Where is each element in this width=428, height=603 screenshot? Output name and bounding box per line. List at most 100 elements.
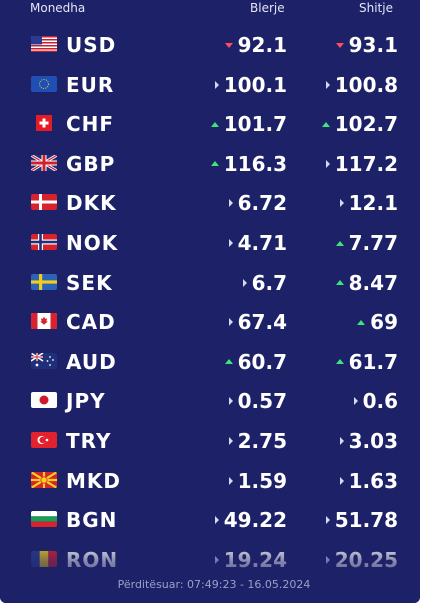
header-buy: Blerje [250, 1, 285, 15]
scrollbar[interactable] [420, 0, 428, 603]
trend-down-icon [224, 42, 233, 48]
se-flag-icon [31, 273, 57, 290]
buy-rate: 19.24 [214, 547, 287, 572]
currency-row-aud: AUD 60.7 61.7 [0, 341, 420, 381]
currency-row-dkk: DKK 6.72 12.1 [0, 182, 420, 222]
sell-rate-value: 102.7 [334, 112, 398, 137]
buy-rate-value: 116.3 [223, 151, 287, 176]
trend-up-icon [321, 121, 330, 127]
trend-same-icon [325, 159, 330, 168]
buy-rate-value: 6.72 [237, 191, 287, 216]
buy-rate-value: 49.22 [223, 508, 287, 533]
currency-row-ron: RON 19.24 20.25 [0, 539, 420, 579]
buy-rate: 49.22 [214, 508, 287, 533]
trend-up-icon [210, 161, 219, 167]
buy-rate-value: 67.4 [237, 310, 287, 335]
dk-flag-icon [31, 194, 57, 211]
last-updated-text: Përditësuar: 07:49:23 - 16.05.2024 [117, 578, 311, 591]
trend-same-icon [228, 199, 233, 208]
sell-rate-value: 20.25 [334, 547, 398, 572]
sell-rate: 61.7 [335, 350, 398, 374]
trend-up-icon [335, 280, 344, 286]
currency-code: AUD [66, 349, 117, 374]
header-sell: Shitje [359, 1, 393, 15]
buy-rate: 100.1 [214, 72, 287, 97]
trend-same-icon [339, 476, 344, 485]
currency-code: USD [66, 33, 117, 57]
buy-rate: 4.71 [228, 231, 287, 255]
ro-flag-icon [31, 550, 57, 567]
buy-rate: 6.7 [242, 271, 287, 295]
sell-rate: 69 [357, 310, 398, 334]
sell-rate-value: 117.2 [334, 151, 398, 176]
trend-same-icon [325, 516, 330, 525]
currency-row-jpy: JPY 0.57 0.6 [0, 380, 420, 420]
currency-code: EUR [66, 72, 115, 97]
currency-row-usd: USD 92.1 93.1 [0, 24, 420, 64]
buy-rate: 0.57 [228, 389, 287, 413]
currency-code: TRY [66, 429, 112, 453]
currency-code: BGN [66, 508, 118, 533]
currency-row-gbp: GBP 116.3 117.2 [0, 143, 420, 183]
currency-code: JPY [66, 389, 106, 414]
trend-same-icon [339, 199, 344, 208]
table-header: Monedha Blerje Shitje [0, 0, 420, 20]
sell-rate: 8.47 [335, 271, 398, 295]
sell-rate-value: 69 [370, 310, 398, 335]
bg-flag-icon [31, 511, 57, 528]
sell-rate-value: 3.03 [348, 429, 398, 453]
trend-same-icon [242, 278, 247, 287]
currency-row-chf: CHF 101.7 102.7 [0, 103, 420, 143]
sell-rate: 51.78 [325, 508, 398, 533]
buy-rate: 6.72 [228, 191, 287, 216]
sell-rate-value: 93.1 [348, 33, 398, 57]
buy-rate: 67.4 [228, 310, 287, 335]
currency-row-sek: SEK 6.7 8.47 [0, 262, 420, 302]
ca-flag-icon [31, 313, 57, 330]
trend-down-icon [335, 42, 344, 48]
currency-row-eur: EUR 100.1 100.8 [0, 64, 420, 104]
buy-rate-value: 19.24 [223, 547, 287, 572]
buy-rate: 92.1 [224, 33, 287, 57]
sell-rate: 20.25 [325, 547, 398, 572]
trend-up-icon [210, 121, 219, 127]
buy-rate-value: 60.7 [237, 349, 287, 374]
trend-up-icon [335, 359, 344, 365]
us-flag-icon [31, 36, 57, 52]
trend-same-icon [214, 80, 219, 89]
sell-rate: 3.03 [339, 429, 398, 453]
buy-rate-value: 4.71 [237, 231, 287, 255]
trend-same-icon [353, 397, 358, 406]
currency-code: NOK [66, 231, 119, 255]
buy-rate-value: 2.75 [237, 429, 287, 453]
sell-rate: 102.7 [321, 112, 398, 137]
trend-same-icon [214, 555, 219, 564]
buy-rate-value: 101.7 [223, 112, 287, 137]
sell-rate-value: 100.8 [334, 72, 398, 97]
tr-flag-icon [31, 432, 57, 448]
currency-code: SEK [66, 270, 113, 295]
currency-row-mkd: MKD 1.59 1.63 [0, 460, 420, 500]
buy-rate-value: 100.1 [223, 72, 287, 97]
no-flag-icon [31, 234, 57, 250]
gb-flag-icon [31, 154, 57, 171]
buy-rate: 116.3 [210, 151, 287, 176]
currency-code: GBP [66, 151, 116, 176]
sell-rate: 100.8 [325, 72, 398, 97]
sell-rate-value: 1.63 [348, 468, 398, 493]
currency-row-cad: CAD 67.4 69 [0, 301, 420, 341]
sell-rate-value: 12.1 [348, 191, 398, 216]
sell-rate-value: 51.78 [334, 508, 398, 533]
sell-rate: 117.2 [325, 151, 398, 176]
buy-rate-value: 92.1 [237, 33, 287, 57]
trend-up-icon [357, 319, 366, 325]
trend-same-icon [325, 80, 330, 89]
buy-rate: 2.75 [228, 429, 287, 453]
currency-row-nok: NOK 4.71 7.77 [0, 222, 420, 262]
currency-code: CAD [66, 310, 116, 335]
currency-code: CHF [66, 112, 115, 137]
trend-same-icon [228, 318, 233, 327]
trend-same-icon [228, 239, 233, 247]
trend-up-icon [224, 359, 233, 365]
sell-rate: 12.1 [339, 191, 398, 216]
